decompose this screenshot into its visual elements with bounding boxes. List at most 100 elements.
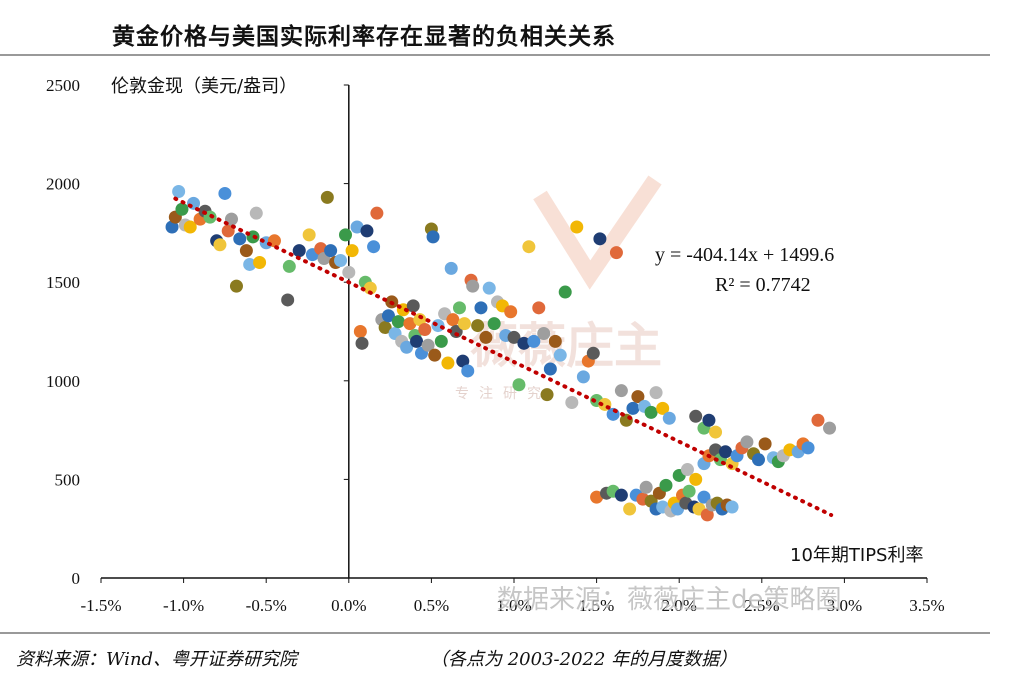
data-point	[718, 445, 732, 459]
data-point	[740, 435, 754, 449]
x-tick-label: -1.0%	[163, 596, 204, 615]
data-point	[656, 401, 670, 415]
data-point	[527, 334, 541, 348]
x-tick-label: 1.0%	[496, 596, 531, 615]
data-point	[553, 348, 567, 362]
data-point	[350, 220, 364, 234]
data-point	[540, 388, 554, 402]
data-point	[543, 362, 557, 376]
data-point	[709, 425, 723, 439]
data-point	[689, 472, 703, 486]
data-point	[457, 317, 471, 331]
data-point	[353, 325, 367, 338]
data-point	[709, 443, 723, 457]
data-point	[345, 244, 359, 258]
watermark-source: 数据来源：薇薇庄主de策略圈	[497, 585, 842, 615]
data-point	[406, 299, 420, 313]
data-point	[314, 242, 328, 256]
data-point	[418, 323, 432, 337]
data-point	[449, 325, 463, 338]
data-point	[697, 490, 711, 504]
data-point	[249, 206, 263, 220]
data-point	[165, 220, 179, 234]
data-point	[446, 313, 460, 327]
data-point	[466, 279, 480, 293]
data-point	[482, 281, 496, 295]
data-point	[811, 413, 825, 427]
y-tick-label: 0	[72, 569, 81, 588]
r-squared: R² = 0.7742	[715, 274, 811, 296]
data-point	[452, 301, 466, 315]
y-tick-label: 2500	[46, 76, 80, 95]
data-point	[253, 255, 267, 269]
data-point	[517, 336, 531, 350]
data-point	[229, 279, 243, 293]
y-axis-label: 伦敦金现（美元/盎司）	[111, 76, 297, 97]
data-point	[644, 405, 658, 419]
data-point	[548, 334, 562, 348]
footer-note: （各点为 2003-2022 年的月度数据）	[430, 649, 738, 670]
data-point	[381, 309, 395, 323]
chart-title: 黄金价格与美国实际利率存在显著的负相关关系	[112, 24, 616, 50]
y-tick-label: 1500	[46, 273, 80, 292]
data-point	[565, 395, 579, 409]
data-point	[474, 301, 488, 315]
data-point	[504, 305, 518, 319]
data-point	[823, 421, 837, 435]
bottom-rule	[0, 632, 990, 634]
x-tick-label: -1.5%	[80, 596, 121, 615]
x-tick-label: 2.5%	[744, 596, 779, 615]
data-point	[444, 261, 458, 275]
x-tick-label: 3.0%	[827, 596, 862, 615]
data-point	[507, 330, 521, 344]
data-point	[576, 370, 590, 384]
trendline	[173, 196, 834, 517]
data-point	[471, 319, 485, 333]
trend-equation: y = -404.14x + 1499.6	[655, 244, 834, 266]
data-point	[233, 232, 247, 246]
data-point	[631, 390, 645, 404]
data-point	[334, 254, 348, 268]
data-point	[456, 354, 470, 368]
data-point	[183, 220, 197, 234]
data-point	[421, 338, 435, 352]
top-rule	[0, 54, 990, 56]
watermark: 薇薇庄主 专注研究	[455, 175, 662, 402]
x-tick-label: 1.5%	[579, 596, 614, 615]
data-point	[512, 378, 526, 392]
data-point	[175, 202, 189, 216]
data-point	[479, 330, 493, 344]
data-point	[367, 240, 381, 254]
data-point	[751, 453, 765, 467]
y-tick-label: 2000	[46, 175, 80, 194]
data-point	[172, 184, 186, 198]
data-point	[363, 281, 377, 295]
data-point	[659, 478, 673, 492]
data-point	[702, 413, 716, 427]
data-point	[342, 265, 356, 279]
data-point	[586, 346, 600, 360]
watermark-tagline: 专注研究	[455, 386, 551, 402]
data-point	[281, 293, 295, 307]
data-point	[355, 336, 369, 350]
data-point	[609, 246, 623, 260]
data-point	[400, 340, 414, 354]
axis-labels: 伦敦金现（美元/盎司） 10年期TIPS利率 y = -404.14x + 14…	[111, 76, 924, 566]
data-point	[614, 488, 628, 502]
data-point	[370, 206, 384, 220]
x-tick-label: 2.0%	[661, 596, 696, 615]
data-point	[302, 228, 316, 242]
x-tick-label: 0.0%	[331, 596, 366, 615]
trendline-group	[173, 196, 834, 517]
watermark-brand: 薇薇庄主	[470, 318, 662, 374]
data-point	[292, 244, 306, 258]
data-point	[461, 364, 475, 378]
data-point	[537, 326, 551, 340]
data-point	[218, 186, 232, 200]
watermark-logo	[533, 175, 662, 290]
data-points	[165, 184, 837, 522]
data-point	[426, 230, 440, 244]
data-point	[532, 301, 546, 315]
data-point	[623, 502, 637, 516]
